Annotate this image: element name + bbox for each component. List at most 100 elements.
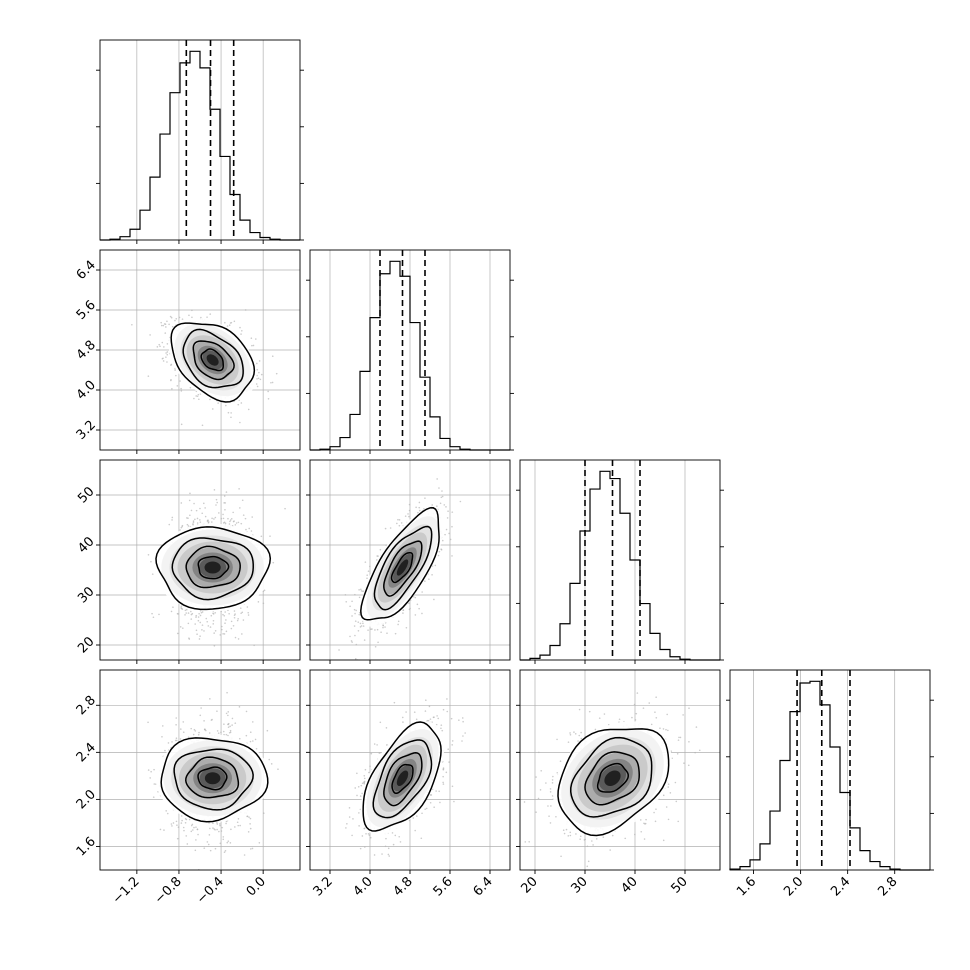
scatter-point <box>449 538 452 541</box>
scatter-point <box>188 499 191 502</box>
scatter-point <box>192 523 194 526</box>
scatter-point <box>245 710 248 713</box>
scatter-point <box>234 524 237 526</box>
scatter-point <box>207 521 210 523</box>
scatter-point <box>221 628 223 631</box>
scatter-point <box>257 601 260 603</box>
scatter-point <box>209 626 212 628</box>
scatter-point <box>251 516 254 518</box>
scatter-point <box>191 316 193 319</box>
scatter-point <box>212 827 214 829</box>
scatter-point <box>275 372 278 375</box>
scatter-point <box>151 612 153 615</box>
scatter-point <box>228 324 231 327</box>
scatter-point <box>377 555 379 557</box>
scatter-point <box>209 313 212 315</box>
scatter-point <box>159 828 162 831</box>
scatter-point <box>441 490 443 492</box>
scatter-point <box>240 522 243 525</box>
scatter-point <box>174 739 177 742</box>
scatter-point <box>408 602 410 605</box>
scatter-point <box>416 603 419 606</box>
scatter-point <box>158 613 160 616</box>
scatter-point <box>178 316 181 319</box>
scatter-point <box>360 625 363 627</box>
scatter-point <box>203 720 205 722</box>
scatter-point <box>179 626 182 628</box>
scatter-point <box>239 421 241 424</box>
scatter-point <box>220 517 223 520</box>
contour-line <box>200 348 224 372</box>
scatter-point <box>218 830 220 833</box>
scatter-point <box>240 612 242 615</box>
scatter-point <box>201 629 203 631</box>
density-fill <box>168 318 257 402</box>
scatter-point <box>176 739 178 742</box>
scatter-point <box>179 738 182 740</box>
scatter-point <box>398 519 401 521</box>
scatter-point <box>222 517 225 520</box>
scatter-point <box>200 316 202 319</box>
scatter-point <box>187 622 190 625</box>
grid-lines <box>136 40 264 240</box>
scatter-point <box>241 633 243 635</box>
scatter-point <box>199 521 202 523</box>
scatter-point <box>180 605 183 608</box>
scatter-point <box>353 608 356 611</box>
grid-lines <box>534 460 686 660</box>
scatter-point <box>354 620 357 622</box>
scatter-point <box>203 847 206 849</box>
contour-lines <box>155 526 272 611</box>
scatter-point <box>256 385 259 388</box>
scatter-point <box>255 747 258 750</box>
scatter-point <box>192 733 195 736</box>
scatter-point <box>242 514 245 516</box>
scatter-point <box>241 499 244 502</box>
scatter-point <box>169 315 172 318</box>
scatter-point <box>223 851 226 854</box>
scatter-point <box>239 507 241 509</box>
scatter-point <box>376 559 378 561</box>
scatter-point <box>229 842 232 844</box>
scatter-point <box>418 506 421 509</box>
scatter-point <box>257 377 260 380</box>
scatter-point <box>262 812 265 814</box>
scatter-point <box>223 614 226 617</box>
scatter-point <box>445 506 447 508</box>
scatter-point <box>189 386 192 389</box>
scatter-point <box>262 602 265 605</box>
scatter-point <box>170 610 173 613</box>
scatter-point <box>150 770 152 773</box>
density-panel <box>147 488 286 647</box>
scatter-point <box>252 740 254 742</box>
scatter-point <box>235 522 238 524</box>
scatter-point <box>188 637 190 639</box>
scatter-point <box>175 724 177 726</box>
scatter-point <box>222 633 224 635</box>
scatter-point <box>267 397 270 400</box>
scatter-point <box>181 318 184 320</box>
density-level <box>206 354 219 366</box>
scatter-point <box>201 424 204 427</box>
scatter-point <box>195 509 198 512</box>
x-tick-label: 2.8 <box>875 874 900 899</box>
scatter-point <box>168 323 170 326</box>
scatter-point <box>147 553 150 556</box>
scatter-point <box>233 616 236 619</box>
scatter-point <box>228 612 230 615</box>
scatter-point <box>189 492 191 495</box>
scatter-point <box>444 533 446 536</box>
scatter-point <box>447 510 449 512</box>
scatter-point <box>166 343 169 345</box>
scatter-point <box>180 390 183 392</box>
scatter-point <box>198 612 200 615</box>
scatter-point <box>227 411 230 414</box>
scatter-point <box>186 523 189 526</box>
scatter-point <box>166 812 169 815</box>
scatter-point <box>224 321 226 324</box>
scatter-point <box>174 369 176 371</box>
scatter-point <box>194 849 197 852</box>
scatter-point <box>349 635 351 638</box>
scatter-point <box>250 848 252 850</box>
